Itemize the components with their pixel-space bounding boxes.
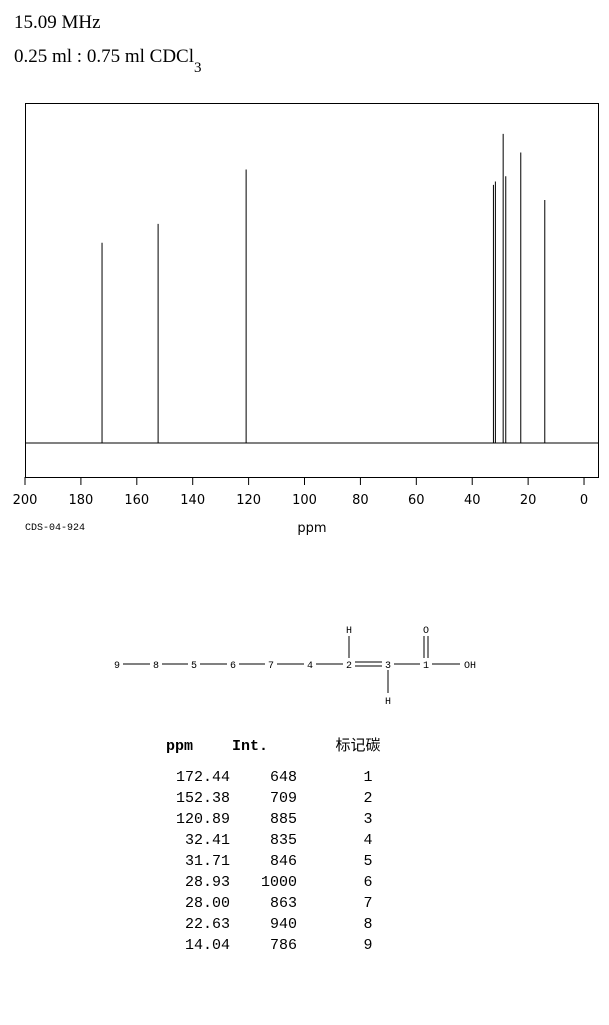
x-tick-label: 160	[124, 493, 149, 508]
atom-label: H	[346, 626, 352, 637]
table-header: 标记碳	[335, 737, 380, 755]
atom-label: OH	[464, 661, 476, 672]
x-tick-label: 100	[292, 493, 317, 508]
table-cell: 32.41	[185, 832, 230, 849]
atom-label: 7	[268, 661, 274, 672]
atom-label: 2	[346, 661, 352, 672]
table-cell: 3	[363, 811, 372, 828]
table-cell: 709	[270, 790, 297, 807]
table-cell: 835	[270, 832, 297, 849]
table-cell: 786	[270, 937, 297, 954]
table-cell: 120.89	[176, 811, 230, 828]
annotation: CDS-04-924	[25, 523, 85, 534]
table-cell: 28.00	[185, 895, 230, 912]
table-cell: 152.38	[176, 790, 230, 807]
table-cell: 28.93	[185, 874, 230, 891]
table-cell: 846	[270, 853, 297, 870]
table-cell: 9	[363, 937, 372, 954]
table-cell: 2	[363, 790, 372, 807]
atom-label: 1	[423, 661, 429, 672]
atom-label: 8	[153, 661, 159, 672]
table-cell: 31.71	[185, 853, 230, 870]
atom-label: 3	[385, 661, 391, 672]
table-header: Int.	[232, 738, 268, 755]
x-tick-label: 0	[580, 493, 588, 508]
atom-label: 5	[191, 661, 197, 672]
x-tick-label: 200	[13, 493, 38, 508]
table-cell: 648	[270, 769, 297, 786]
atom-label: 9	[114, 661, 120, 672]
atom-label: H	[385, 697, 391, 708]
table-header: ppm	[166, 738, 193, 755]
title: 15.09 MHz	[14, 12, 101, 33]
table-cell: 863	[270, 895, 297, 912]
subtitle: 0.25 ml : 0.75 ml CDCl3	[14, 46, 202, 76]
subtitle-text: 0.25 ml : 0.75 ml CDCl	[14, 46, 194, 67]
table-cell: 8	[363, 916, 372, 933]
table-cell: 22.63	[185, 916, 230, 933]
x-tick-label: 80	[352, 493, 369, 508]
table-cell: 172.44	[176, 769, 230, 786]
atom-label: 4	[307, 661, 313, 672]
x-tick-label: 60	[408, 493, 425, 508]
table-cell: 5	[363, 853, 372, 870]
table-cell: 7	[363, 895, 372, 912]
x-tick-label: 20	[520, 493, 537, 508]
plot-frame	[25, 103, 599, 478]
x-tick-label: 120	[236, 493, 261, 508]
table-cell: 885	[270, 811, 297, 828]
x-tick-label: 40	[464, 493, 481, 508]
table-cell: 14.04	[185, 937, 230, 954]
table-cell: 940	[270, 916, 297, 933]
atom-label: O	[423, 626, 429, 637]
x-tick-label: 180	[68, 493, 93, 508]
table-cell: 1000	[261, 874, 297, 891]
table-cell: 4	[363, 832, 372, 849]
atom-label: 6	[230, 661, 236, 672]
table-cell: 1	[363, 769, 372, 786]
table-cell: 6	[363, 874, 372, 891]
x-tick-label: 140	[180, 493, 205, 508]
x-axis-label: ppm	[297, 521, 326, 536]
subtitle-subscript: 3	[194, 60, 202, 76]
structure: 9 8 5 6 7 4 2 3 1 OH H H O	[114, 626, 476, 708]
